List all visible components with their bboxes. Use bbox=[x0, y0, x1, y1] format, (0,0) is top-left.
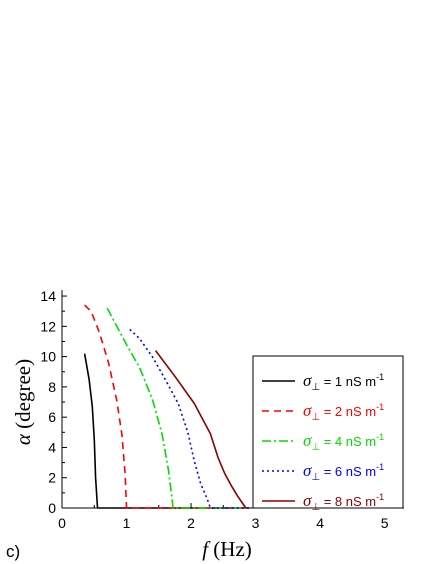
x-tick-label: 0 bbox=[58, 515, 66, 531]
x-tick-label: 4 bbox=[316, 515, 324, 531]
legend-superscript: -1 bbox=[376, 402, 384, 412]
series-line-3 bbox=[106, 307, 250, 509]
y-tick-label: 4 bbox=[48, 439, 56, 455]
legend-superscript: -1 bbox=[376, 432, 384, 442]
y-axis-symbol: α bbox=[11, 433, 35, 445]
x-tick-label: 1 bbox=[123, 515, 131, 531]
legend-perp: ⊥ bbox=[311, 382, 320, 393]
x-tick-label: 3 bbox=[252, 515, 260, 531]
series-line-4 bbox=[129, 328, 250, 509]
legend-perp: ⊥ bbox=[311, 442, 320, 453]
x-axis-symbol: f bbox=[202, 537, 211, 561]
series-line-1 bbox=[83, 353, 250, 509]
series-line-2 bbox=[84, 304, 250, 509]
series-line-5 bbox=[154, 350, 247, 509]
legend-perp: ⊥ bbox=[311, 472, 320, 483]
svg-text:f (Hz): f (Hz) bbox=[202, 537, 252, 561]
legend: σ⊥ = 1 nS m-1σ⊥ = 2 nS m-1σ⊥ = 4 nS m-1σ… bbox=[252, 355, 404, 513]
y-tick-label: 6 bbox=[48, 409, 56, 425]
legend-entry-1: σ⊥ = 1 nS m-1 bbox=[303, 371, 384, 393]
y-axis-title: α (degree) bbox=[11, 359, 35, 445]
x-tick-label: 5 bbox=[381, 515, 389, 531]
x-tick-label: 2 bbox=[187, 515, 195, 531]
legend-label: = 2 nS m bbox=[320, 404, 376, 419]
y-tick-label: 0 bbox=[48, 500, 56, 516]
legend-perp: ⊥ bbox=[311, 412, 320, 423]
y-tick-label: 8 bbox=[48, 379, 56, 395]
legend-entry-4: σ⊥ = 6 nS m-1 bbox=[303, 461, 384, 483]
legend-superscript: -1 bbox=[376, 492, 384, 502]
legend-sigma: σ bbox=[303, 461, 312, 480]
svg-text:α (degree): α (degree) bbox=[11, 359, 35, 445]
legend-sigma: σ bbox=[303, 431, 312, 450]
legend-sigma: σ bbox=[303, 371, 312, 390]
legend-label: = 4 nS m bbox=[320, 434, 376, 449]
legend-entry-5: σ⊥ = 8 nS m-1 bbox=[303, 491, 384, 513]
legend-superscript: -1 bbox=[376, 462, 384, 472]
legend-superscript: -1 bbox=[376, 372, 384, 382]
panel-label: c) bbox=[6, 542, 20, 561]
x-axis-unit: (Hz) bbox=[208, 537, 252, 561]
legend-perp: ⊥ bbox=[311, 502, 320, 513]
y-tick-label: 12 bbox=[40, 318, 56, 334]
y-axis-unit: (degree) bbox=[11, 359, 35, 434]
legend-label: = 1 nS m bbox=[320, 374, 376, 389]
legend-label: = 6 nS m bbox=[320, 464, 376, 479]
legend-label: = 8 nS m bbox=[320, 494, 376, 509]
legend-sigma: σ bbox=[303, 401, 312, 420]
legend-entry-3: σ⊥ = 4 nS m-1 bbox=[303, 431, 384, 453]
y-tick-label: 14 bbox=[40, 288, 56, 304]
x-axis-title: f (Hz) bbox=[202, 537, 252, 561]
y-tick-label: 2 bbox=[48, 470, 56, 486]
y-tick-label: 10 bbox=[40, 349, 56, 365]
legend-entry-2: σ⊥ = 2 nS m-1 bbox=[303, 401, 384, 423]
legend-sigma: σ bbox=[303, 491, 312, 510]
